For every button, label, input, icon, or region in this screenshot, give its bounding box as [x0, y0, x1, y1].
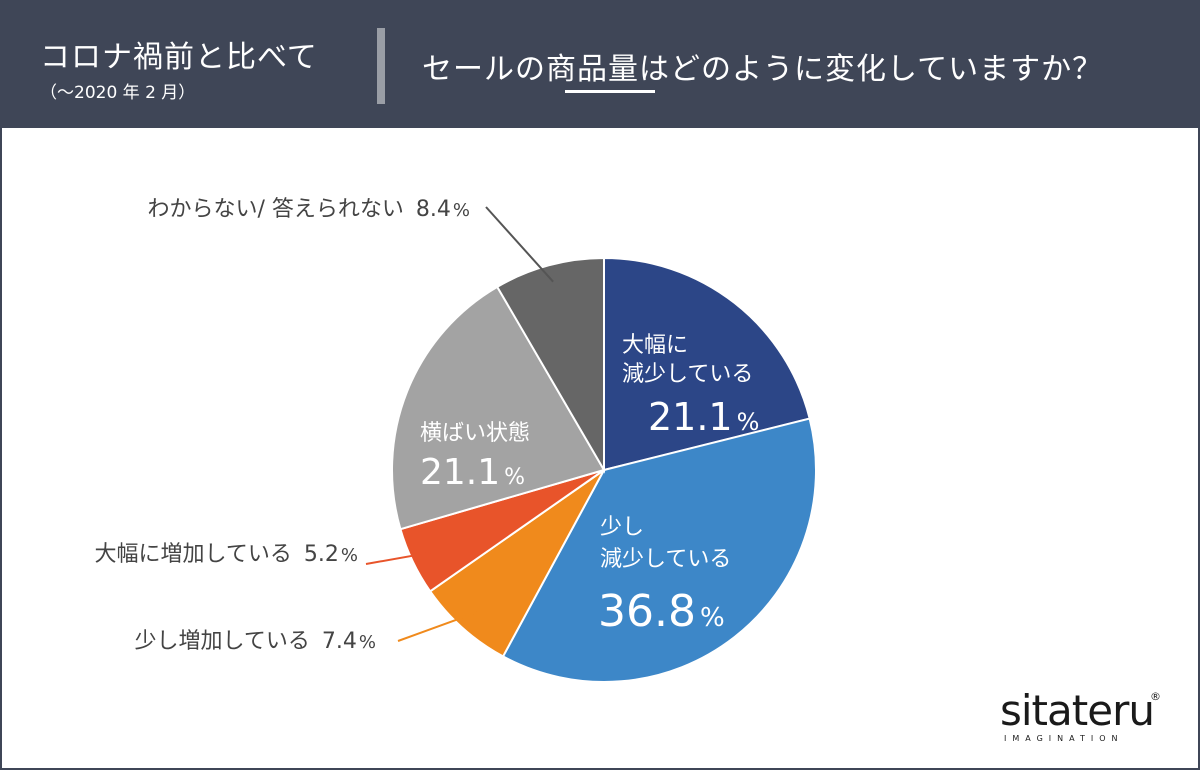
- pie-slice-4: [391, 285, 606, 531]
- sitateru-logo: sitateru ® IMAGINATION: [1000, 686, 1161, 744]
- slice-0-value: 21.1%: [648, 395, 759, 439]
- leader-line-2: [397, 611, 478, 642]
- slice-3-outside-label: 大幅に増加している 5.2%: [95, 542, 358, 567]
- logo-tagline: IMAGINATION: [1004, 734, 1124, 743]
- leader-lines: [365, 206, 554, 642]
- pie-slice-0: [603, 256, 811, 472]
- slice-2-outside-label: 少し増加している 7.4%: [135, 629, 376, 654]
- header-question-underline: [565, 90, 655, 93]
- slice-4-value: 21.1%: [420, 452, 525, 493]
- leader-line-3: [365, 551, 433, 565]
- header-left-title: コロナ禍前と比べて: [40, 40, 318, 75]
- pie-slices: [391, 256, 817, 683]
- header-bar: コロナ禍前と比べて （～2020 年 2 月） セールの商品量はどのように変化し…: [2, 2, 1198, 128]
- pie-slice-1: [501, 417, 817, 683]
- header-left-subtitle: （～2020 年 2 月）: [40, 83, 196, 103]
- slice-1-label-line-2: 減少している: [600, 547, 731, 572]
- leader-line-5: [485, 206, 554, 283]
- slice-0-label-line-2: 減少している: [622, 362, 753, 387]
- slice-5-outside-label: わからない/ 答えられない 8.4%: [147, 197, 470, 222]
- slice-1-value: 36.8%: [598, 586, 725, 637]
- header-divider: [377, 28, 385, 104]
- slice-0-label-line-1: 大幅に: [622, 333, 688, 358]
- slice-1-label-line-1: 少し: [600, 515, 644, 540]
- pie-slice-2: [428, 469, 605, 658]
- logo-wordmark: sitateru: [1000, 686, 1155, 735]
- pie-slice-5: [495, 256, 605, 474]
- logo-registered-mark: ®: [1150, 690, 1161, 703]
- header-question: セールの商品量はどのように変化していますか？: [422, 52, 1104, 87]
- slice-4-label-line-1: 横ばい状態: [420, 421, 530, 446]
